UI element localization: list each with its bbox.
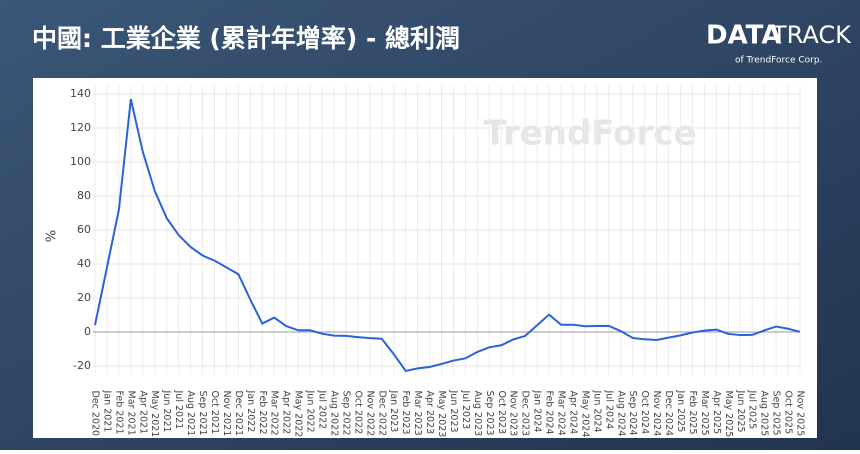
x-tick-label: Jun 2025 [735,390,746,433]
x-tick-label: Jul 2024 [603,390,614,430]
x-tick-label: Oct 2022 [352,391,363,435]
x-tick-label: Nov 2024 [651,391,662,437]
y-tick-label: 0 [84,325,91,338]
x-tick-label: Dec 2022 [376,391,387,437]
x-tick-label: Dec 2020 [90,391,101,437]
y-tick-label: 20 [77,291,91,304]
x-tick-label: Mar 2025 [699,391,710,436]
x-tick-label: Apr 2025 [711,391,722,435]
page-title: 中國: 工業企業 (累計年增率) - 總利潤 [32,24,460,53]
x-tick-label: Jan 2025 [675,390,686,433]
x-tick-label: Jun 2021 [161,390,172,433]
x-tick-label: Mar 2022 [269,391,280,436]
x-tick-label: Nov 2022 [364,391,375,437]
x-tick-label: Aug 2025 [759,391,770,437]
x-tick-label: Oct 2023 [496,391,507,435]
x-tick-label: Mar 2024 [556,391,567,436]
x-tick-label: May 2024 [579,391,590,438]
x-tick-label: Feb 2024 [544,391,555,435]
y-tick-label: 120 [70,121,91,134]
x-tick-label: Dec 2023 [520,391,531,437]
x-tick-label: May 2025 [723,391,734,438]
series-line [94,98,801,373]
y-axis-label: % [45,230,60,242]
x-tick-label: Feb 2022 [257,391,268,435]
chart-panel [33,78,817,438]
y-tick-label: 40 [77,257,91,270]
y-tick-label: 140 [70,87,91,100]
x-tick-label: Oct 2025 [783,391,794,435]
x-tick-label: Aug 2021 [185,391,196,437]
x-tick-label: Jul 2022 [317,390,328,430]
x-tick-label: Apr 2023 [424,391,435,435]
x-tick-label: Nov 2025 [795,391,806,437]
logo-light: TRACK [771,21,852,49]
x-tick-label: May 2023 [436,391,447,438]
x-tick-label: Apr 2024 [567,391,578,435]
x-tick-label: Aug 2022 [328,391,339,437]
x-tick-label: Jul 2021 [173,390,184,430]
x-tick-label: Feb 2021 [113,391,124,435]
x-tick-label: Apr 2022 [281,391,292,435]
x-tick-label: Feb 2025 [687,391,698,435]
x-tick-label: Aug 2024 [615,391,626,437]
x-tick-label: Jul 2023 [460,390,471,430]
x-tick-label: Jan 2022 [245,390,256,433]
x-tick-label: Oct 2021 [209,391,220,435]
x-tick-label: Feb 2023 [400,391,411,435]
x-tick-label: Sep 2025 [771,391,782,436]
x-tick-label: Jun 2022 [305,390,316,433]
x-tick-label: Oct 2024 [639,391,650,435]
x-tick-label: Dec 2021 [233,391,244,437]
y-tick-label: 100 [70,155,91,168]
x-tick-label: May 2021 [149,391,160,438]
x-tick-label: Sep 2024 [627,391,638,436]
y-tick-label: -20 [73,359,91,372]
x-tick-label: Jun 2024 [591,390,602,433]
x-tick-label: Sep 2021 [197,391,208,436]
x-tick-label: Sep 2023 [484,391,495,436]
y-tick-label: 60 [77,223,91,236]
x-tick-label: Nov 2023 [508,391,519,437]
x-tick-label: Mar 2023 [412,391,423,436]
x-tick-label: Jul 2025 [747,390,758,430]
x-tick-label: Mar 2021 [125,391,136,436]
x-tick-label: Jan 2024 [532,390,543,433]
x-tick-label: Aug 2023 [472,391,483,437]
logo-sub: of TrendForce Corp. [735,56,822,66]
x-tick-label: Nov 2021 [221,391,232,437]
x-tick-label: Jun 2023 [448,390,459,433]
x-tick-label: Jan 2023 [388,390,399,433]
x-tick-label: Jan 2021 [101,390,112,433]
x-tick-label: Dec 2024 [663,391,674,437]
x-tick-label: Apr 2021 [137,391,148,435]
logo-bold: DATA [706,21,782,51]
x-tick-label: Sep 2022 [340,391,351,436]
x-tick-label: May 2022 [293,391,304,438]
watermark: TrendForce [483,114,696,154]
y-tick-label: 80 [77,189,91,202]
